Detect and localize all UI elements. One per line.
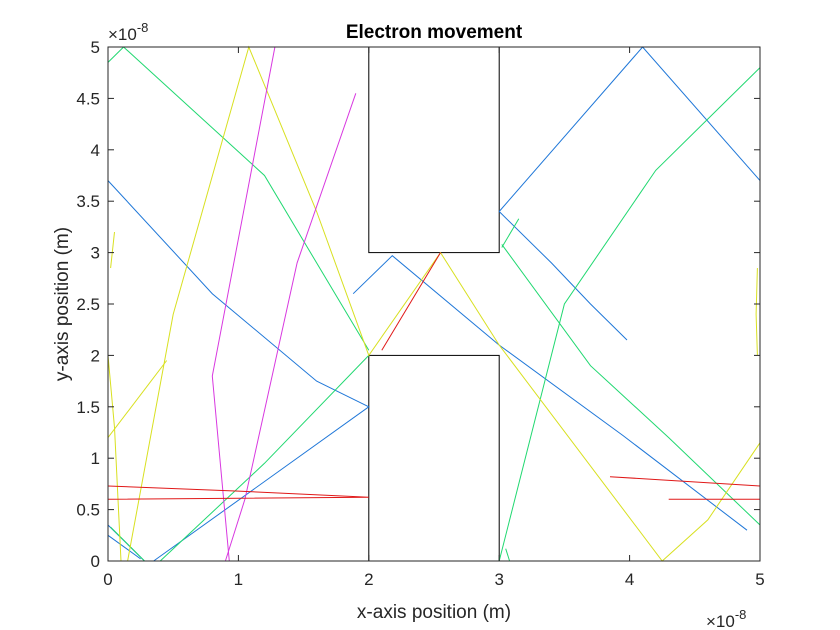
x-exponent-base: ×10 xyxy=(706,612,735,630)
trajectory-2-4 xyxy=(159,355,370,562)
plot-area xyxy=(108,47,760,561)
y-tick-label: 0 xyxy=(91,552,100,571)
x-tick-label: 5 xyxy=(755,570,764,589)
trajectory-1-6 xyxy=(107,534,141,560)
axes-layer: 0 1 2 3 4 5 0 0.5 1 1.5 2 2.5 3 3.5 4 4.5 5 xyxy=(76,38,764,589)
y-exponent-power: -8 xyxy=(137,20,149,35)
trajectory-3-5 xyxy=(755,267,758,356)
svg-text:×10-8: ×10-8 xyxy=(108,20,148,44)
trajectory-5-1 xyxy=(107,485,369,500)
x-exponent-power: -8 xyxy=(735,607,747,622)
trajectory-1-1 xyxy=(107,180,370,562)
trajectory-3-2 xyxy=(110,231,115,269)
trajectory-2-3 xyxy=(110,526,145,562)
x-tick-label: 4 xyxy=(625,570,634,589)
svg-text:×10-8: ×10-8 xyxy=(706,607,746,630)
y-tick-label: 3 xyxy=(91,244,100,263)
x-tick-label: 3 xyxy=(494,570,503,589)
trajectory-5-4 xyxy=(381,252,441,351)
trajectory-4-1 xyxy=(211,46,276,562)
y-tick-label: 5 xyxy=(91,38,100,57)
trajectory-4-2 xyxy=(224,93,357,562)
y-tick-label: 1 xyxy=(91,449,100,468)
y-tick-label: 2 xyxy=(91,346,100,365)
y-tick-label: 2.5 xyxy=(76,295,100,314)
trajectory-2-8 xyxy=(505,548,511,562)
y-tick-label: 1.5 xyxy=(76,398,100,417)
x-tick-label: 1 xyxy=(234,570,243,589)
chart-title: Electron movement xyxy=(346,22,523,43)
trajectory-2-2 xyxy=(107,46,124,63)
x-axis-exponent: ×10-8 xyxy=(706,607,746,630)
trajectory-3-1 xyxy=(127,45,761,562)
trajectory-3-3 xyxy=(107,360,168,438)
y-tick-label: 4 xyxy=(91,141,100,160)
y-exponent-base: ×10 xyxy=(108,25,137,44)
y-tick-label: 3.5 xyxy=(76,192,100,211)
y-tick-label: 0.5 xyxy=(76,501,100,520)
x-tick-label: 0 xyxy=(103,570,112,589)
trajectory-2-1 xyxy=(123,46,370,351)
trajectory-3-4 xyxy=(107,355,122,562)
trajectory-5-2 xyxy=(609,476,761,487)
x-axis-label: x-axis position (m) xyxy=(357,602,511,623)
y-axis-label: y-axis position (m) xyxy=(52,227,73,381)
y-axis-exponent: ×10-8 xyxy=(108,20,148,44)
trajectory-2-6 xyxy=(501,218,520,248)
y-tick-label: 4.5 xyxy=(76,89,100,108)
trajectory-2-7 xyxy=(501,244,761,526)
x-tick-label: 2 xyxy=(364,570,373,589)
trajectory-2-5 xyxy=(498,67,761,562)
trajectory-1-4 xyxy=(498,211,628,341)
